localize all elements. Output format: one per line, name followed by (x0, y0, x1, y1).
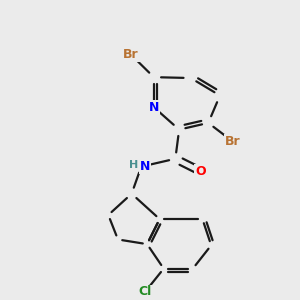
Text: Br: Br (123, 48, 139, 61)
Text: H: H (129, 160, 139, 170)
Text: N: N (148, 101, 159, 114)
Text: Br: Br (225, 135, 240, 148)
Text: O: O (195, 165, 206, 178)
Text: Cl: Cl (138, 285, 152, 298)
Text: N: N (140, 160, 150, 173)
